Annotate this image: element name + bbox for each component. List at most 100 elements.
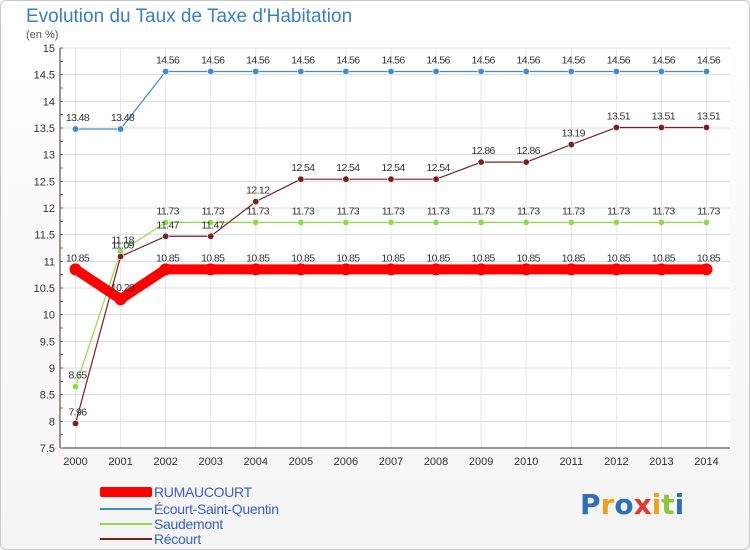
data-label: 10.85 — [562, 252, 586, 264]
y-tick-label: 11 — [44, 256, 55, 268]
data-point — [252, 198, 260, 206]
data-point — [207, 232, 215, 240]
data-label: 11.73 — [337, 205, 360, 217]
legend-item-saudemont: Saudemont — [100, 516, 223, 532]
plot-background — [60, 48, 730, 448]
legend-item-ecourt-saint-quentin: Écourt-Saint-Quentin — [100, 501, 279, 517]
data-point — [477, 218, 485, 226]
data-label: 10.85 — [426, 252, 450, 264]
data-point — [432, 67, 440, 75]
legend-label: Saudemont — [154, 516, 223, 532]
data-label: 10.85 — [652, 252, 676, 264]
data-label: 10.85 — [517, 252, 541, 264]
data-point — [69, 263, 82, 276]
x-tick-label: 2001 — [108, 456, 132, 468]
data-label: 12.86 — [471, 145, 495, 157]
data-label: 11.09 — [111, 240, 134, 252]
data-point — [522, 158, 530, 166]
data-label: 11.73 — [382, 205, 405, 217]
data-point — [294, 263, 307, 276]
data-label: 10.85 — [381, 252, 405, 264]
data-label: 8.65 — [68, 370, 87, 382]
data-point — [117, 253, 125, 261]
data-label: 14.56 — [607, 54, 631, 66]
data-label: 10.85 — [246, 252, 270, 264]
data-label: 11.73 — [156, 205, 179, 217]
data-label: 13.48 — [111, 112, 135, 124]
data-point — [252, 67, 260, 75]
legend-item-recourt: Récourt — [100, 531, 201, 547]
legend-label: RUMAUCOURT — [154, 484, 252, 500]
x-tick-label: 2000 — [63, 456, 87, 468]
data-point — [384, 263, 397, 276]
data-label: 10.85 — [336, 252, 360, 264]
data-label: 11.47 — [156, 219, 179, 231]
series-group — [69, 67, 713, 427]
data-label: 11.18 — [111, 235, 134, 247]
data-point — [520, 263, 533, 276]
x-tick-label: 2003 — [198, 456, 222, 468]
brand-letter: x — [633, 488, 652, 521]
y-tick-label: 12 — [43, 203, 55, 215]
data-label: 10.85 — [471, 252, 495, 264]
data-point — [702, 218, 710, 226]
data-point — [430, 263, 443, 276]
data-point — [204, 263, 217, 276]
data-label: 11.73 — [697, 205, 720, 217]
data-label: 12.54 — [291, 162, 315, 174]
data-label: 11.73 — [562, 205, 585, 217]
data-point — [565, 263, 578, 276]
unit-label: (en %) — [26, 29, 59, 41]
data-point — [252, 218, 260, 226]
data-point — [567, 218, 575, 226]
data-point — [657, 218, 665, 226]
data-point — [387, 218, 395, 226]
brand-letter: o — [614, 488, 634, 521]
brand-letter: i — [651, 488, 662, 521]
y-tick-label: 13.5 — [34, 123, 55, 135]
data-label: 11.73 — [472, 205, 495, 217]
data-label: 10.85 — [66, 252, 90, 264]
x-tick-label: 2009 — [469, 456, 493, 468]
legend-label: Écourt-Saint-Quentin — [154, 501, 279, 517]
data-label: 12.54 — [381, 162, 405, 174]
data-point — [612, 123, 620, 131]
data-label: 12.86 — [517, 145, 541, 157]
chart-title: Evolution du Taux de Taxe d'Habitation — [26, 6, 353, 27]
data-point — [567, 67, 575, 75]
data-point — [657, 123, 665, 131]
data-label: 14.56 — [381, 54, 405, 66]
grid — [60, 47, 730, 449]
data-label: 14.56 — [652, 54, 676, 66]
data-label: 13.48 — [66, 112, 90, 124]
data-point — [655, 263, 668, 276]
data-point — [522, 67, 530, 75]
data-point — [249, 263, 262, 276]
x-tick-label: 2004 — [244, 456, 268, 468]
x-tick-label: 2002 — [153, 456, 177, 468]
x-tick-label: 2007 — [379, 456, 403, 468]
data-point — [72, 125, 80, 133]
y-tick-label: 14.5 — [34, 70, 55, 82]
data-point — [612, 218, 620, 226]
data-point — [297, 218, 305, 226]
data-point — [339, 263, 352, 276]
data-point — [162, 67, 170, 75]
x-tick-label: 2014 — [694, 456, 718, 468]
axes: 7.5 8 8.5 9 9.5 10 10.5 11 11.5 12 12.5 13 13.5 14 14.… — [34, 43, 730, 468]
data-label: 11.73 — [427, 205, 450, 217]
data-point — [342, 218, 350, 226]
data-point — [117, 125, 125, 133]
data-label: 10.29 — [111, 282, 135, 294]
data-label: 10.85 — [156, 252, 180, 264]
data-point — [700, 263, 713, 276]
data-label: 14.56 — [697, 54, 721, 66]
data-point — [297, 175, 305, 183]
data-point — [72, 419, 80, 427]
data-label: 14.56 — [471, 54, 495, 66]
data-point — [610, 263, 623, 276]
y-tick-label: 11.5 — [34, 230, 55, 242]
x-tick-label: 2010 — [514, 456, 538, 468]
data-point — [432, 175, 440, 183]
